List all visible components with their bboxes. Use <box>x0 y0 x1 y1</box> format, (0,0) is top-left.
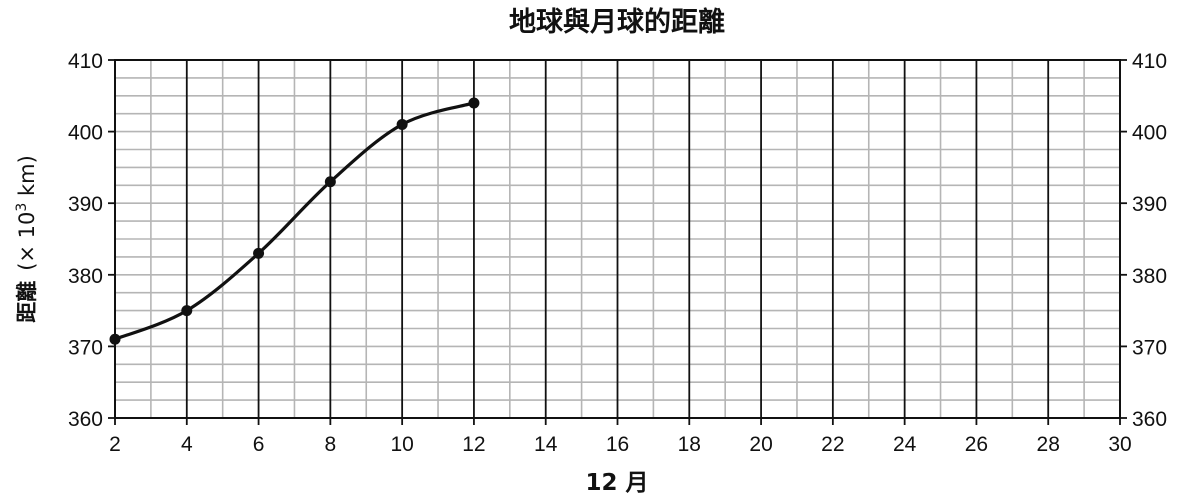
x-tick-label: 10 <box>390 433 413 456</box>
y-tick-label-right: 410 <box>1132 50 1167 73</box>
data-point <box>396 118 408 130</box>
y-tick-label-right: 400 <box>1132 122 1167 145</box>
y-axis-label-unit-prefix: (× 10 <box>15 212 39 271</box>
y-tick-label-left: 390 <box>68 193 103 216</box>
x-tick-label: 16 <box>606 433 629 456</box>
data-point <box>324 176 336 188</box>
y-axis-label-main: 距離 <box>15 281 39 323</box>
x-tick-label: 8 <box>325 433 337 456</box>
y-tick-label-left: 360 <box>68 408 103 431</box>
y-tick-label-right: 390 <box>1132 193 1167 216</box>
data-point <box>253 247 265 259</box>
x-tick-label: 2 <box>109 433 121 456</box>
y-tick-label-left: 370 <box>68 336 103 359</box>
tick-marks <box>108 59 1127 425</box>
y-tick-label-left: 400 <box>68 122 103 145</box>
y-tick-label-left: 410 <box>68 50 103 73</box>
x-tick-label: 30 <box>1108 433 1131 456</box>
chart-title: 地球與月球的距離 <box>509 6 725 38</box>
y-axis-label: 距離 (× 103 km) <box>14 155 39 323</box>
x-tick-labels: 2 4 6 8 10 12 14 16 18 20 22 24 26 28 30 <box>109 433 1132 456</box>
x-tick-label: 26 <box>965 433 988 456</box>
x-axis-label: 12 月 <box>585 470 648 496</box>
x-tick-label: 22 <box>821 433 844 456</box>
data-point <box>468 97 480 109</box>
y-axis-label-unit-suffix: km) <box>15 155 39 203</box>
y-axis-label-unit-exp: 3 <box>14 203 30 212</box>
x-tick-label: 28 <box>1037 433 1060 456</box>
y-tick-labels-right: 360 370 380 390 400 410 <box>1132 50 1167 431</box>
y-tick-label-right: 370 <box>1132 336 1167 359</box>
x-tick-label: 24 <box>893 433 917 456</box>
y-tick-label-right: 360 <box>1132 408 1167 431</box>
y-tick-label-right: 380 <box>1132 265 1167 288</box>
series-layer <box>109 97 480 345</box>
y-tick-labels-left: 360 370 380 390 400 410 <box>68 50 103 431</box>
x-tick-label: 4 <box>181 433 193 456</box>
x-tick-label: 14 <box>534 433 558 456</box>
x-tick-label: 18 <box>678 433 701 456</box>
y-tick-label-left: 380 <box>68 265 103 288</box>
x-tick-label: 20 <box>749 433 772 456</box>
x-tick-label: 12 <box>462 433 485 456</box>
data-point <box>181 305 193 317</box>
data-point <box>109 333 121 345</box>
x-tick-label: 6 <box>253 433 265 456</box>
